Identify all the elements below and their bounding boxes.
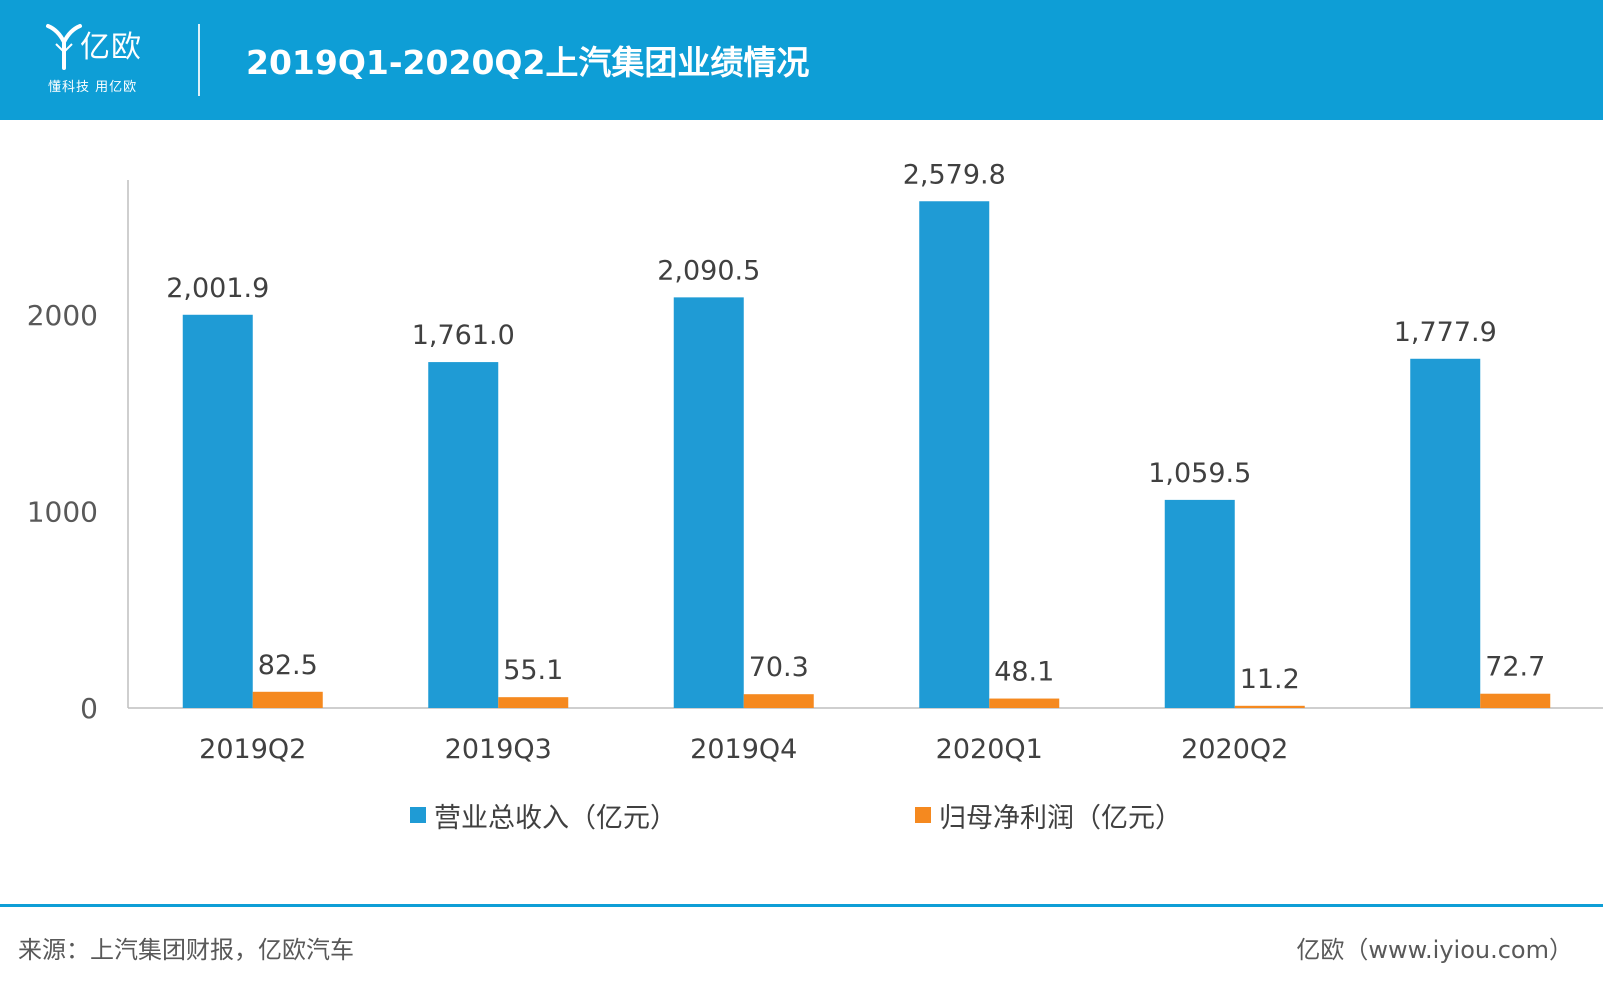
bar-revenue xyxy=(919,201,990,708)
data-label-revenue: 2,001.9 xyxy=(166,273,269,304)
x-tick-label: 2019Q3 xyxy=(445,734,552,765)
x-tick-label: 2019Q2 xyxy=(199,734,306,765)
data-label-revenue: 2,090.5 xyxy=(657,255,760,286)
x-tick-label: 2020Q1 xyxy=(936,734,1043,765)
bar-revenue xyxy=(673,297,744,708)
bar-revenue xyxy=(1410,358,1481,708)
legend-profit: 归母净利润（亿元） xyxy=(915,800,1182,834)
page-title: 2019Q1-2020Q2上汽集团业绩情况 xyxy=(246,43,810,82)
x-tick-label: 2020Q2 xyxy=(1181,734,1288,765)
bar-profit xyxy=(989,698,1060,708)
bar-revenue xyxy=(1164,499,1235,708)
bar-profit xyxy=(252,691,323,708)
bar-chart: 0 1000 2000 2,001.9 82.5 2019Q2 1,761.0 55.1 201… xyxy=(27,159,1603,765)
legend-label-revenue: 营业总收入（亿元） xyxy=(434,802,677,834)
data-label-profit: 70.3 xyxy=(749,652,809,683)
data-label-profit: 82.5 xyxy=(258,650,318,681)
logo-slogan: 懂科技 用亿欧 xyxy=(48,80,138,95)
data-label-revenue: 2,579.8 xyxy=(903,159,1006,190)
data-label-profit: 11.2 xyxy=(1240,664,1300,695)
legend-swatch-profit xyxy=(915,807,931,823)
data-label-profit: 55.1 xyxy=(503,655,563,686)
y-tick-label: 0 xyxy=(80,692,98,725)
bar-profit xyxy=(743,694,814,708)
bar-revenue xyxy=(428,362,499,708)
x-tick-label: 2019Q4 xyxy=(690,734,797,765)
data-label-profit: 72.7 xyxy=(1485,652,1545,683)
footer-divider xyxy=(0,904,1603,907)
y-tick-label: 2000 xyxy=(27,299,98,332)
header-banner: 亿欧 懂科技 用亿欧 2019Q1-2020Q2上汽集团业绩情况 xyxy=(0,0,1603,120)
source-note: 来源：上汽集团财报，亿欧汽车 xyxy=(18,936,354,964)
data-label-revenue: 1,777.9 xyxy=(1394,317,1497,348)
legend-revenue: 营业总收入（亿元） xyxy=(410,800,677,834)
logo-brand-text: 亿欧 xyxy=(80,30,142,65)
bar-profit xyxy=(1234,705,1305,708)
data-label-revenue: 1,761.0 xyxy=(412,320,515,351)
credit-note: 亿欧（www.iyiou.com） xyxy=(1296,936,1573,964)
logo-mark-icon xyxy=(46,24,82,70)
bar-profit xyxy=(498,697,569,708)
y-tick-label: 1000 xyxy=(27,496,98,529)
header-divider xyxy=(198,24,200,96)
bar-profit xyxy=(1480,693,1551,708)
data-label-revenue: 1,059.5 xyxy=(1148,458,1251,489)
bar-revenue xyxy=(182,314,253,708)
iyiou-logo: 亿欧 懂科技 用亿欧 xyxy=(44,18,164,100)
data-label-profit: 48.1 xyxy=(994,657,1054,688)
legend-swatch-revenue xyxy=(410,807,426,823)
legend-label-profit: 归母净利润（亿元） xyxy=(939,802,1182,834)
